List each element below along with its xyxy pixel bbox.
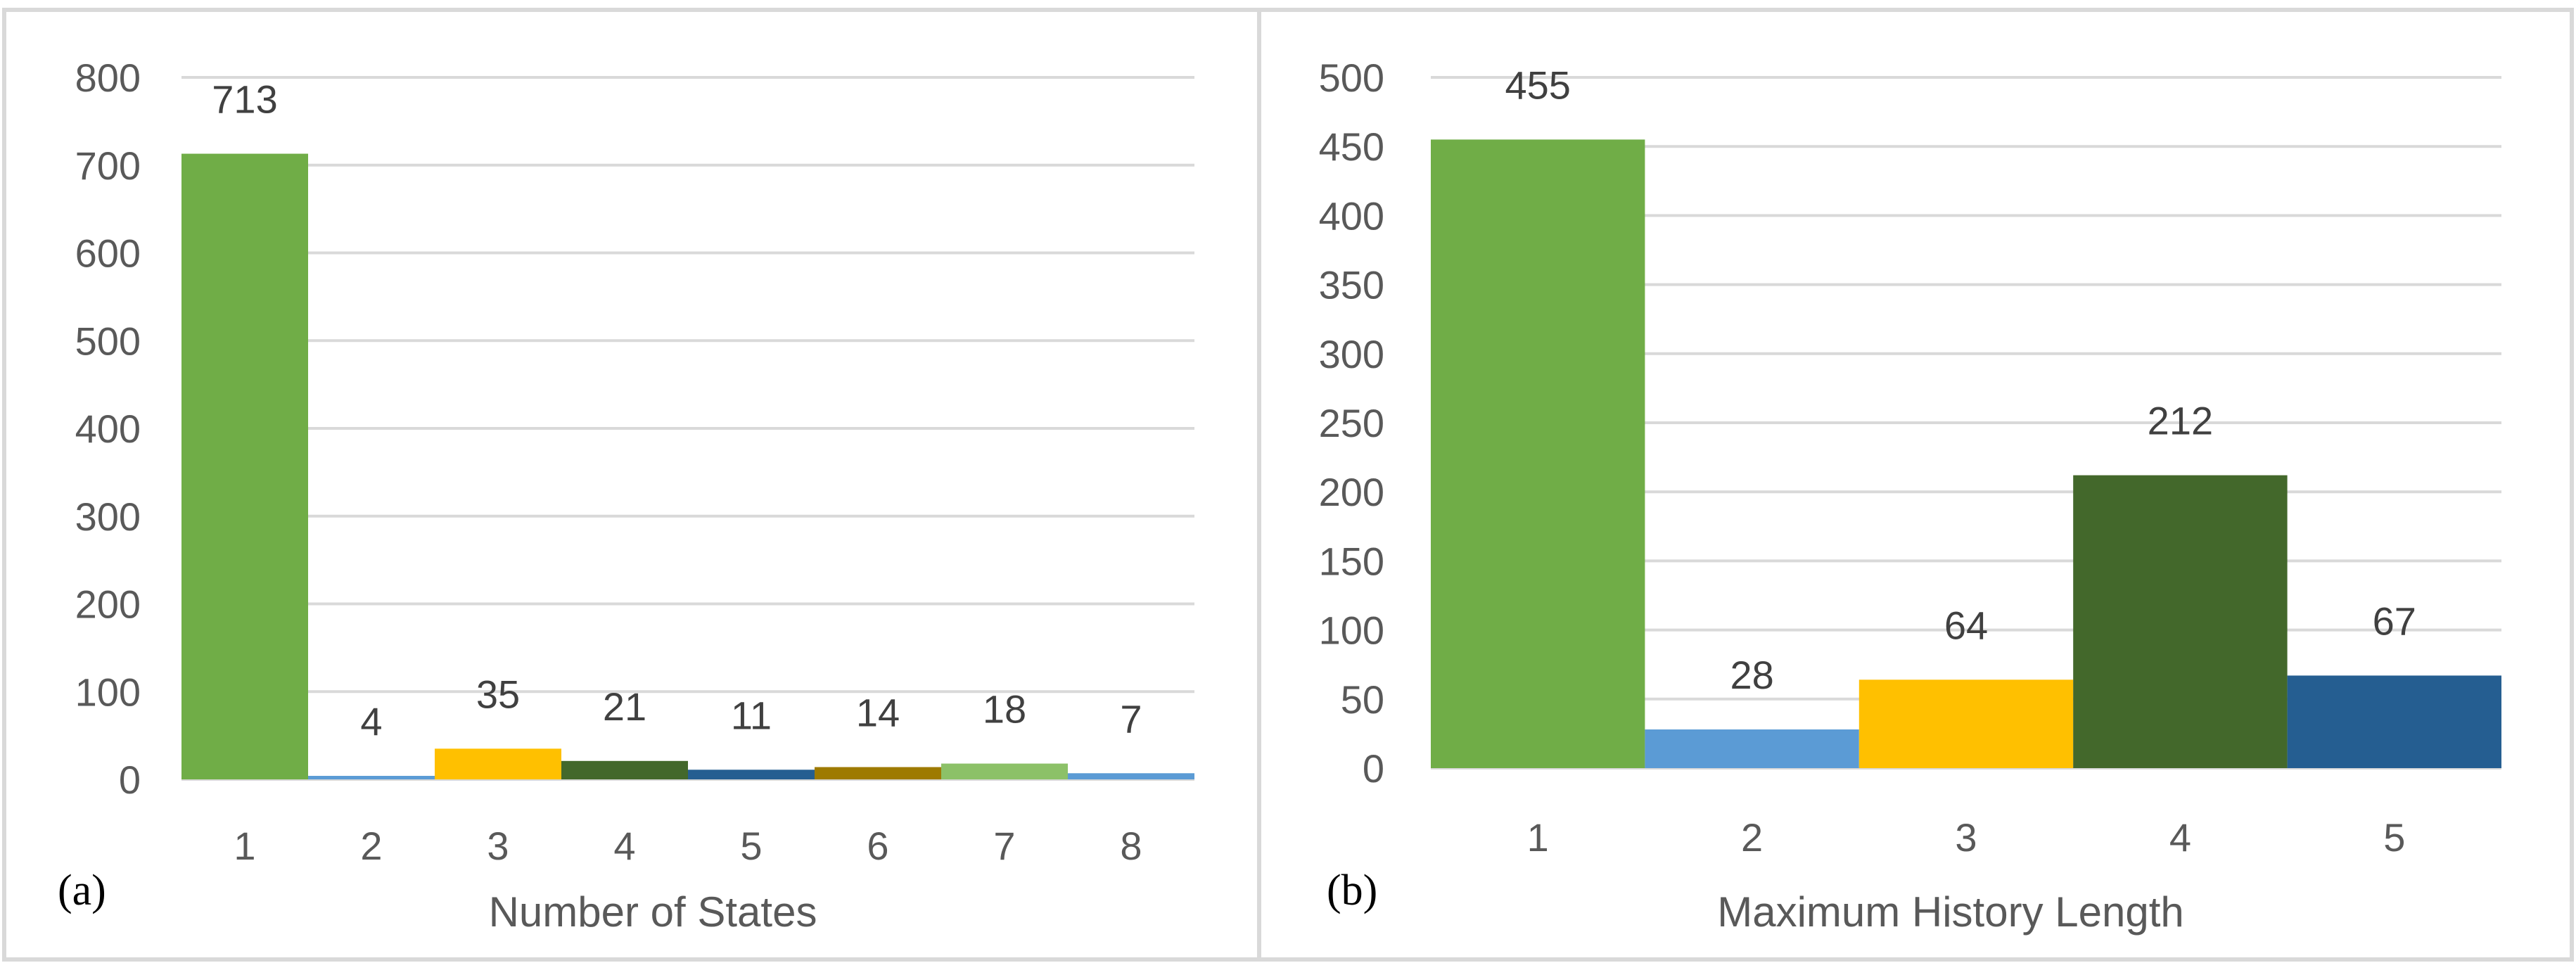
chart-a-y-tick-labels: 0 100 200 300 400 500 600 700 800 <box>75 56 141 802</box>
data-label: 4 <box>360 699 382 744</box>
data-label: 14 <box>856 691 900 735</box>
y-tick-label: 500 <box>75 319 141 363</box>
bar <box>2073 475 2288 768</box>
chart-a-x-axis-title: Number of States <box>489 888 817 936</box>
chart-b: 0 50 100 150 200 250 300 350 400 450 500 1 2 3 4 5 455… <box>1319 56 2501 936</box>
chart-a-panel-label: (a) <box>58 867 106 914</box>
data-label: 35 <box>476 672 520 716</box>
chart-b-panel-label: (b) <box>1327 867 1377 914</box>
bar <box>1858 679 2074 768</box>
chart-a-x-tick-labels: 1 2 3 4 5 6 7 8 <box>234 824 1142 868</box>
bar <box>815 767 941 779</box>
x-tick-label: 2 <box>360 824 382 868</box>
chart-b-x-tick-labels: 1 2 3 4 5 <box>1527 815 2406 860</box>
y-tick-label: 450 <box>1319 125 1384 169</box>
bar <box>308 776 435 779</box>
bar <box>561 760 688 779</box>
chart-b-bars <box>1431 139 2501 768</box>
y-tick-label: 0 <box>119 758 141 802</box>
x-tick-label: 4 <box>2169 815 2191 860</box>
y-tick-label: 700 <box>75 143 141 188</box>
bar <box>181 153 308 780</box>
y-tick-label: 600 <box>75 231 141 276</box>
x-tick-label: 2 <box>1741 815 1763 860</box>
x-tick-label: 6 <box>867 824 888 868</box>
data-label: 28 <box>1730 653 1773 697</box>
y-tick-label: 50 <box>1341 677 1384 722</box>
y-tick-label: 800 <box>75 56 141 100</box>
x-tick-label: 8 <box>1120 824 1142 868</box>
y-tick-label: 200 <box>75 582 141 627</box>
bar <box>435 748 561 779</box>
bar <box>2287 675 2501 768</box>
x-tick-label: 5 <box>2383 815 2405 860</box>
y-tick-label: 350 <box>1319 263 1384 307</box>
data-label: 21 <box>603 684 646 729</box>
x-tick-label: 3 <box>1955 815 1977 860</box>
y-tick-label: 300 <box>1319 332 1384 376</box>
bar <box>688 770 815 779</box>
data-label: 67 <box>2373 599 2416 643</box>
y-tick-label: 200 <box>1319 470 1384 514</box>
y-tick-label: 300 <box>75 494 141 539</box>
data-label: 455 <box>1505 63 1570 107</box>
y-tick-label: 0 <box>1363 746 1384 791</box>
y-tick-label: 100 <box>75 670 141 714</box>
chart-b-x-axis-title: Maximum History Length <box>1717 888 2184 936</box>
bar <box>1431 139 1645 768</box>
x-tick-label: 4 <box>613 824 635 868</box>
chart-a-bars <box>181 153 1194 780</box>
bar <box>1645 729 1859 768</box>
y-tick-label: 400 <box>75 407 141 451</box>
chart-a-data-labels: 713 4 35 21 11 14 18 7 <box>212 77 1142 744</box>
y-tick-label: 100 <box>1319 608 1384 653</box>
data-label: 11 <box>731 693 772 737</box>
chart-a-gridlines <box>181 76 1194 781</box>
data-label: 7 <box>1120 696 1142 741</box>
data-label: 212 <box>2148 399 2213 443</box>
data-label: 64 <box>1944 603 1988 647</box>
chart-b-y-tick-labels: 0 50 100 150 200 250 300 350 400 450 500 <box>1319 56 1384 791</box>
y-tick-label: 500 <box>1319 56 1384 100</box>
x-tick-label: 1 <box>234 824 255 868</box>
data-label: 713 <box>212 77 277 122</box>
x-tick-label: 1 <box>1527 815 1549 860</box>
y-tick-label: 150 <box>1319 539 1384 583</box>
chart-b-data-labels: 455 28 64 212 67 <box>1505 63 2416 697</box>
x-tick-label: 5 <box>740 824 762 868</box>
y-tick-label: 400 <box>1319 193 1384 238</box>
x-tick-label: 3 <box>487 824 509 868</box>
data-label: 18 <box>983 687 1026 732</box>
bar <box>941 763 1068 779</box>
chart-a: 0 100 200 300 400 500 600 700 800 1 2 3 4 5 6 7 8 713 4 3… <box>58 56 1194 936</box>
bar <box>1068 773 1194 779</box>
x-tick-label: 7 <box>993 824 1015 868</box>
y-tick-label: 250 <box>1319 401 1384 445</box>
